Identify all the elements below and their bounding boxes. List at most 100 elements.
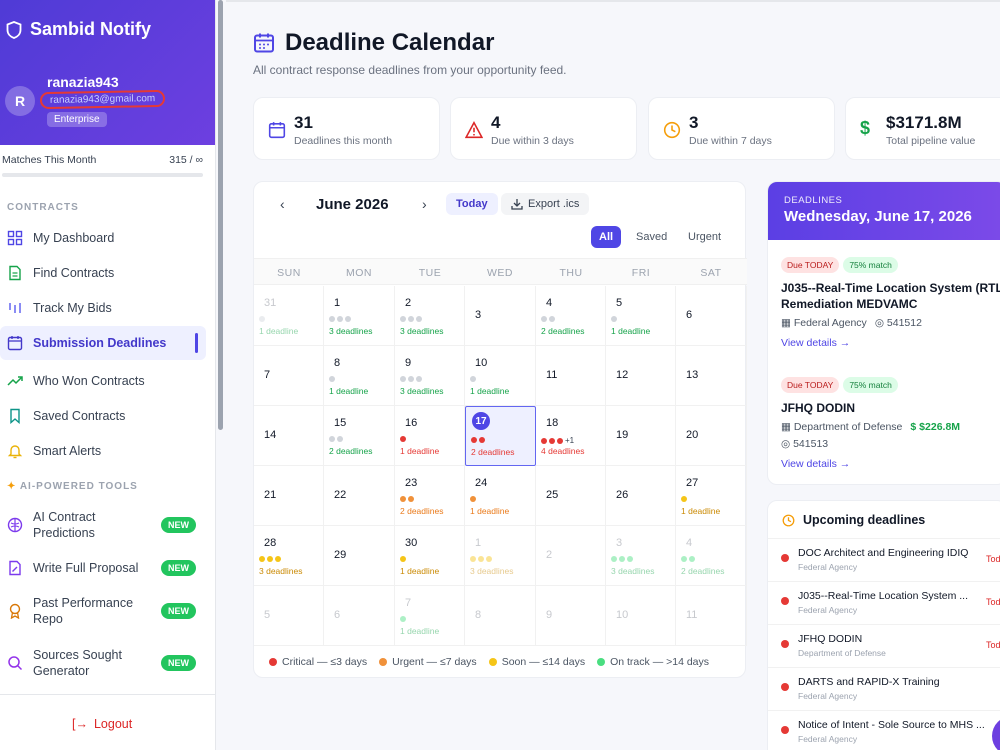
calendar-day-cell[interactable]: 11 <box>536 346 606 406</box>
sidebar-item-label: Saved Contracts <box>33 409 126 423</box>
calendar-day-cell[interactable]: 6 <box>676 286 747 346</box>
calendar-day-cell[interactable]: 17 2 deadlines <box>465 406 536 466</box>
sidebar-item-who-won[interactable]: Who Won Contracts <box>0 371 206 391</box>
deadline-title[interactable]: J035--Real-Time Location System (RTLS) Re… <box>781 280 1000 312</box>
calendar-day-cell[interactable]: 7 <box>254 346 324 406</box>
sidebar-item-label: Past Performance Repo <box>33 595 133 627</box>
upcoming-item[interactable]: J035--Real-Time Location System ... Feder… <box>768 581 1000 624</box>
calendar-day-cell[interactable]: 15 2 deadlines <box>324 406 395 466</box>
calendar-icon <box>268 122 286 139</box>
calendar-day-cell[interactable]: 25 <box>536 466 606 526</box>
calendar-day-cell[interactable]: 3 <box>465 286 536 346</box>
usage-bar <box>2 173 203 177</box>
calendar-day-cell[interactable]: 8 <box>465 586 536 646</box>
calendar-day-cell[interactable]: 19 <box>606 406 676 466</box>
sidebar-item-submission-deadlines[interactable]: Submission Deadlines <box>0 326 206 360</box>
match-badge: 75% match <box>843 377 898 393</box>
deadline-dot <box>337 436 343 442</box>
deadline-dots <box>400 556 406 562</box>
calendar-day-cell[interactable]: 29 <box>324 526 395 586</box>
deadline-dots <box>541 316 555 322</box>
calendar-day-cell[interactable]: 3 3 deadlines <box>606 526 676 586</box>
deadline-dot <box>471 437 477 443</box>
calendar-day-cell[interactable]: 31 1 deadline <box>254 286 324 346</box>
upcoming-tag: Tod <box>986 597 1000 607</box>
calendar-day-cell[interactable]: 10 1 deadline <box>465 346 536 406</box>
logout-button[interactable]: [→ Logout <box>72 717 132 731</box>
deadline-dot <box>329 316 335 322</box>
sidebar-item-sources-sought[interactable]: Sources Sought Generator NEW <box>0 646 206 680</box>
calendar-day-cell[interactable]: 11 <box>676 586 747 646</box>
upcoming-name: DARTS and RAPID-X Training <box>798 676 940 688</box>
calendar-day-cell[interactable]: 26 <box>606 466 676 526</box>
calendar-month-title: June 2026 <box>316 196 389 213</box>
calendar-day-cell[interactable]: 2 <box>536 526 606 586</box>
calendar-day-cell[interactable]: 5 1 deadline <box>606 286 676 346</box>
weekday-label: THU <box>559 267 583 279</box>
sidebar-item-write-proposal[interactable]: Write Full Proposal NEW <box>0 558 206 578</box>
calendar-day-cell[interactable]: 6 <box>324 586 395 646</box>
calendar-day-cell[interactable]: 21 <box>254 466 324 526</box>
bell-icon <box>7 445 23 459</box>
next-month-button[interactable]: › <box>422 196 427 212</box>
calendar-day-cell[interactable]: 2 3 deadlines <box>395 286 465 346</box>
upcoming-name: J035--Real-Time Location System ... <box>798 590 969 602</box>
filter-saved[interactable]: Saved <box>636 231 668 243</box>
calendar-day-cell[interactable]: 10 <box>606 586 676 646</box>
value-amount: $226.8M <box>919 421 961 433</box>
deadline-title[interactable]: JFHQ DODIN <box>781 401 856 415</box>
deadline-dot <box>611 556 617 562</box>
upcoming-item[interactable]: DARTS and RAPID-X Training Federal Agency <box>768 667 1000 710</box>
view-details-link[interactable]: View details → <box>781 337 851 349</box>
calendar-day-cell[interactable]: 1 3 deadlines <box>324 286 395 346</box>
calendar-day-cell[interactable]: 24 1 deadline <box>465 466 536 526</box>
calendar-day-cell[interactable]: 12 <box>606 346 676 406</box>
sidebar-item-past-performance[interactable]: Past Performance Repo NEW <box>0 594 206 628</box>
today-button[interactable]: Today <box>446 193 498 215</box>
calendar-day-cell[interactable]: 18 +1 4 deadlines <box>536 406 606 466</box>
day-number: 16 <box>405 417 418 429</box>
calendar-day-cell[interactable]: 7 1 deadline <box>395 586 465 646</box>
sidebar-item-label: Sources Sought Generator <box>33 647 122 679</box>
calendar-day-cell[interactable]: 27 1 deadline <box>676 466 747 526</box>
deadline-dots <box>611 316 617 322</box>
sidebar-item-ai-predictions[interactable]: AI Contract Predictions NEW <box>0 508 206 542</box>
calendar-day-cell[interactable]: 16 1 deadline <box>395 406 465 466</box>
calendar-day-cell[interactable]: 20 <box>676 406 747 466</box>
calendar-day-cell[interactable]: 30 1 deadline <box>395 526 465 586</box>
filter-urgent[interactable]: Urgent <box>688 231 722 243</box>
calendar-day-cell[interactable]: 23 2 deadlines <box>395 466 465 526</box>
calendar-day-cell[interactable]: 28 3 deadlines <box>254 526 324 586</box>
deadline-dots <box>471 437 485 443</box>
calendar-day-cell[interactable]: 8 1 deadline <box>324 346 395 406</box>
sidebar-scrollbar[interactable] <box>218 0 223 430</box>
calendar-day-cell[interactable]: 5 <box>254 586 324 646</box>
deadline-count: 1 deadline <box>259 326 299 336</box>
upcoming-item[interactable]: Notice of Intent - Sole Source to MHS ..… <box>768 710 1000 750</box>
calendar-day-cell[interactable]: 13 <box>676 346 747 406</box>
sidebar-item-track-bids[interactable]: Track My Bids <box>0 298 206 318</box>
sidebar-item-find-contracts[interactable]: Find Contracts <box>0 263 206 283</box>
calendar-day-cell[interactable]: 4 2 deadlines <box>676 526 747 586</box>
sidebar-item-saved-contracts[interactable]: Saved Contracts <box>0 406 206 426</box>
calendar-day-cell[interactable]: 14 <box>254 406 324 466</box>
chat-fab-button[interactable] <box>992 716 1000 750</box>
day-number: 25 <box>546 489 559 501</box>
calendar-day-cell[interactable]: 9 <box>536 586 606 646</box>
export-ics-button[interactable]: Export .ics <box>501 193 590 215</box>
sidebar-item-dashboard[interactable]: My Dashboard <box>0 228 206 248</box>
page-title: Deadline Calendar <box>253 29 494 57</box>
avatar[interactable]: R <box>5 86 35 116</box>
prev-month-button[interactable]: ‹ <box>280 196 285 212</box>
day-number: 18 <box>546 417 559 429</box>
sidebar-item-smart-alerts[interactable]: Smart Alerts <box>0 441 206 461</box>
calendar-day-cell[interactable]: 9 3 deadlines <box>395 346 465 406</box>
calendar-day-cell[interactable]: 4 2 deadlines <box>536 286 606 346</box>
upcoming-item[interactable]: JFHQ DODIN Department of Defense Tod <box>768 624 1000 667</box>
brand-logo[interactable]: Sambid Notify <box>6 19 151 40</box>
filter-all[interactable]: All <box>591 226 622 248</box>
view-details-link[interactable]: View details → <box>781 458 851 470</box>
calendar-day-cell[interactable]: 22 <box>324 466 395 526</box>
calendar-day-cell[interactable]: 1 3 deadlines <box>465 526 536 586</box>
upcoming-item[interactable]: DOC Architect and Engineering IDIQ Federa… <box>768 538 1000 581</box>
